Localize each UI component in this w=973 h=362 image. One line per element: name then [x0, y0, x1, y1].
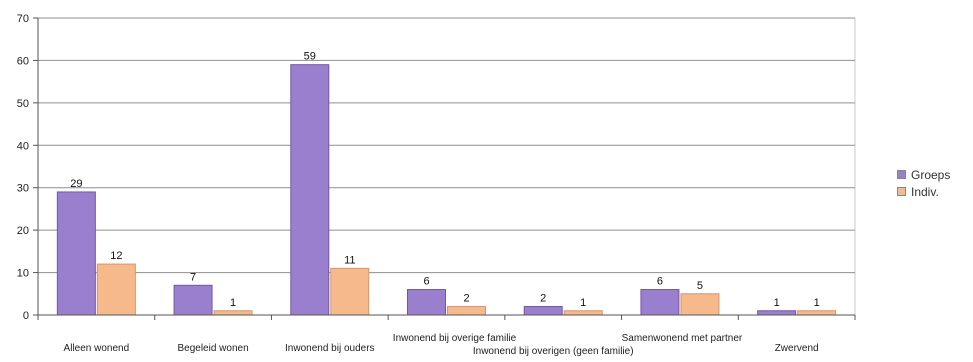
bar-groeps: [407, 289, 446, 316]
y-tick-label: 0: [23, 310, 29, 322]
bar-indiv: [447, 306, 486, 316]
data-label: 29: [70, 178, 82, 190]
data-label: 12: [110, 250, 122, 262]
bar-indiv: [213, 310, 253, 316]
y-tick-label: 20: [17, 225, 29, 237]
data-label: 1: [230, 297, 236, 309]
x-category-label: Begeleid wonen: [177, 343, 248, 354]
legend-label-groeps: Groeps: [911, 167, 951, 182]
bar-groeps: [523, 306, 563, 316]
y-tick-label: 60: [17, 55, 29, 67]
y-tick-label: 30: [17, 183, 29, 195]
data-label: 2: [540, 293, 546, 305]
plot-area: [37, 17, 856, 316]
legend-item-groeps: Groeps: [897, 166, 950, 183]
data-label: 5: [697, 280, 703, 292]
y-tick-label: 70: [17, 13, 29, 25]
legend-label-indiv: Indiv.: [911, 184, 939, 199]
data-label: 7: [190, 271, 196, 283]
y-tick-label: 50: [17, 98, 29, 110]
data-label: 1: [580, 297, 586, 309]
legend-swatch-indiv: [897, 187, 906, 196]
data-label: 59: [304, 51, 316, 63]
bar-indiv: [797, 310, 837, 316]
x-category-label: Samenwonend met partner: [622, 333, 743, 344]
data-label: 11: [344, 254, 355, 266]
data-label: 6: [657, 276, 663, 288]
y-tick-label: 10: [17, 268, 29, 280]
bar-indiv: [563, 310, 603, 316]
bar-groeps: [56, 191, 96, 316]
x-category-label: Inwonend bij overige familie: [393, 333, 517, 344]
bar-groeps: [173, 284, 213, 316]
y-tick-label: 40: [17, 140, 29, 152]
bar-indiv: [330, 267, 370, 316]
bar-indiv: [96, 263, 136, 316]
legend-swatch-groeps: [897, 170, 906, 179]
bar-indiv: [680, 293, 720, 316]
legend: Groeps Indiv.: [897, 166, 950, 200]
bar-groeps: [290, 64, 330, 316]
x-category-label: Zwervend: [775, 343, 819, 354]
legend-item-indiv: Indiv.: [897, 183, 950, 200]
data-label: 2: [463, 293, 469, 305]
x-category-label: Inwonend bij overigen (geen familie): [473, 346, 634, 357]
data-label: 1: [774, 297, 780, 309]
x-category-label: Inwonend bij ouders: [285, 343, 375, 354]
data-label: 6: [423, 276, 429, 288]
data-label: 1: [814, 297, 820, 309]
x-category-label: Alleen wonend: [64, 343, 130, 354]
bar-groeps: [757, 310, 797, 316]
bar-groeps: [640, 289, 680, 316]
